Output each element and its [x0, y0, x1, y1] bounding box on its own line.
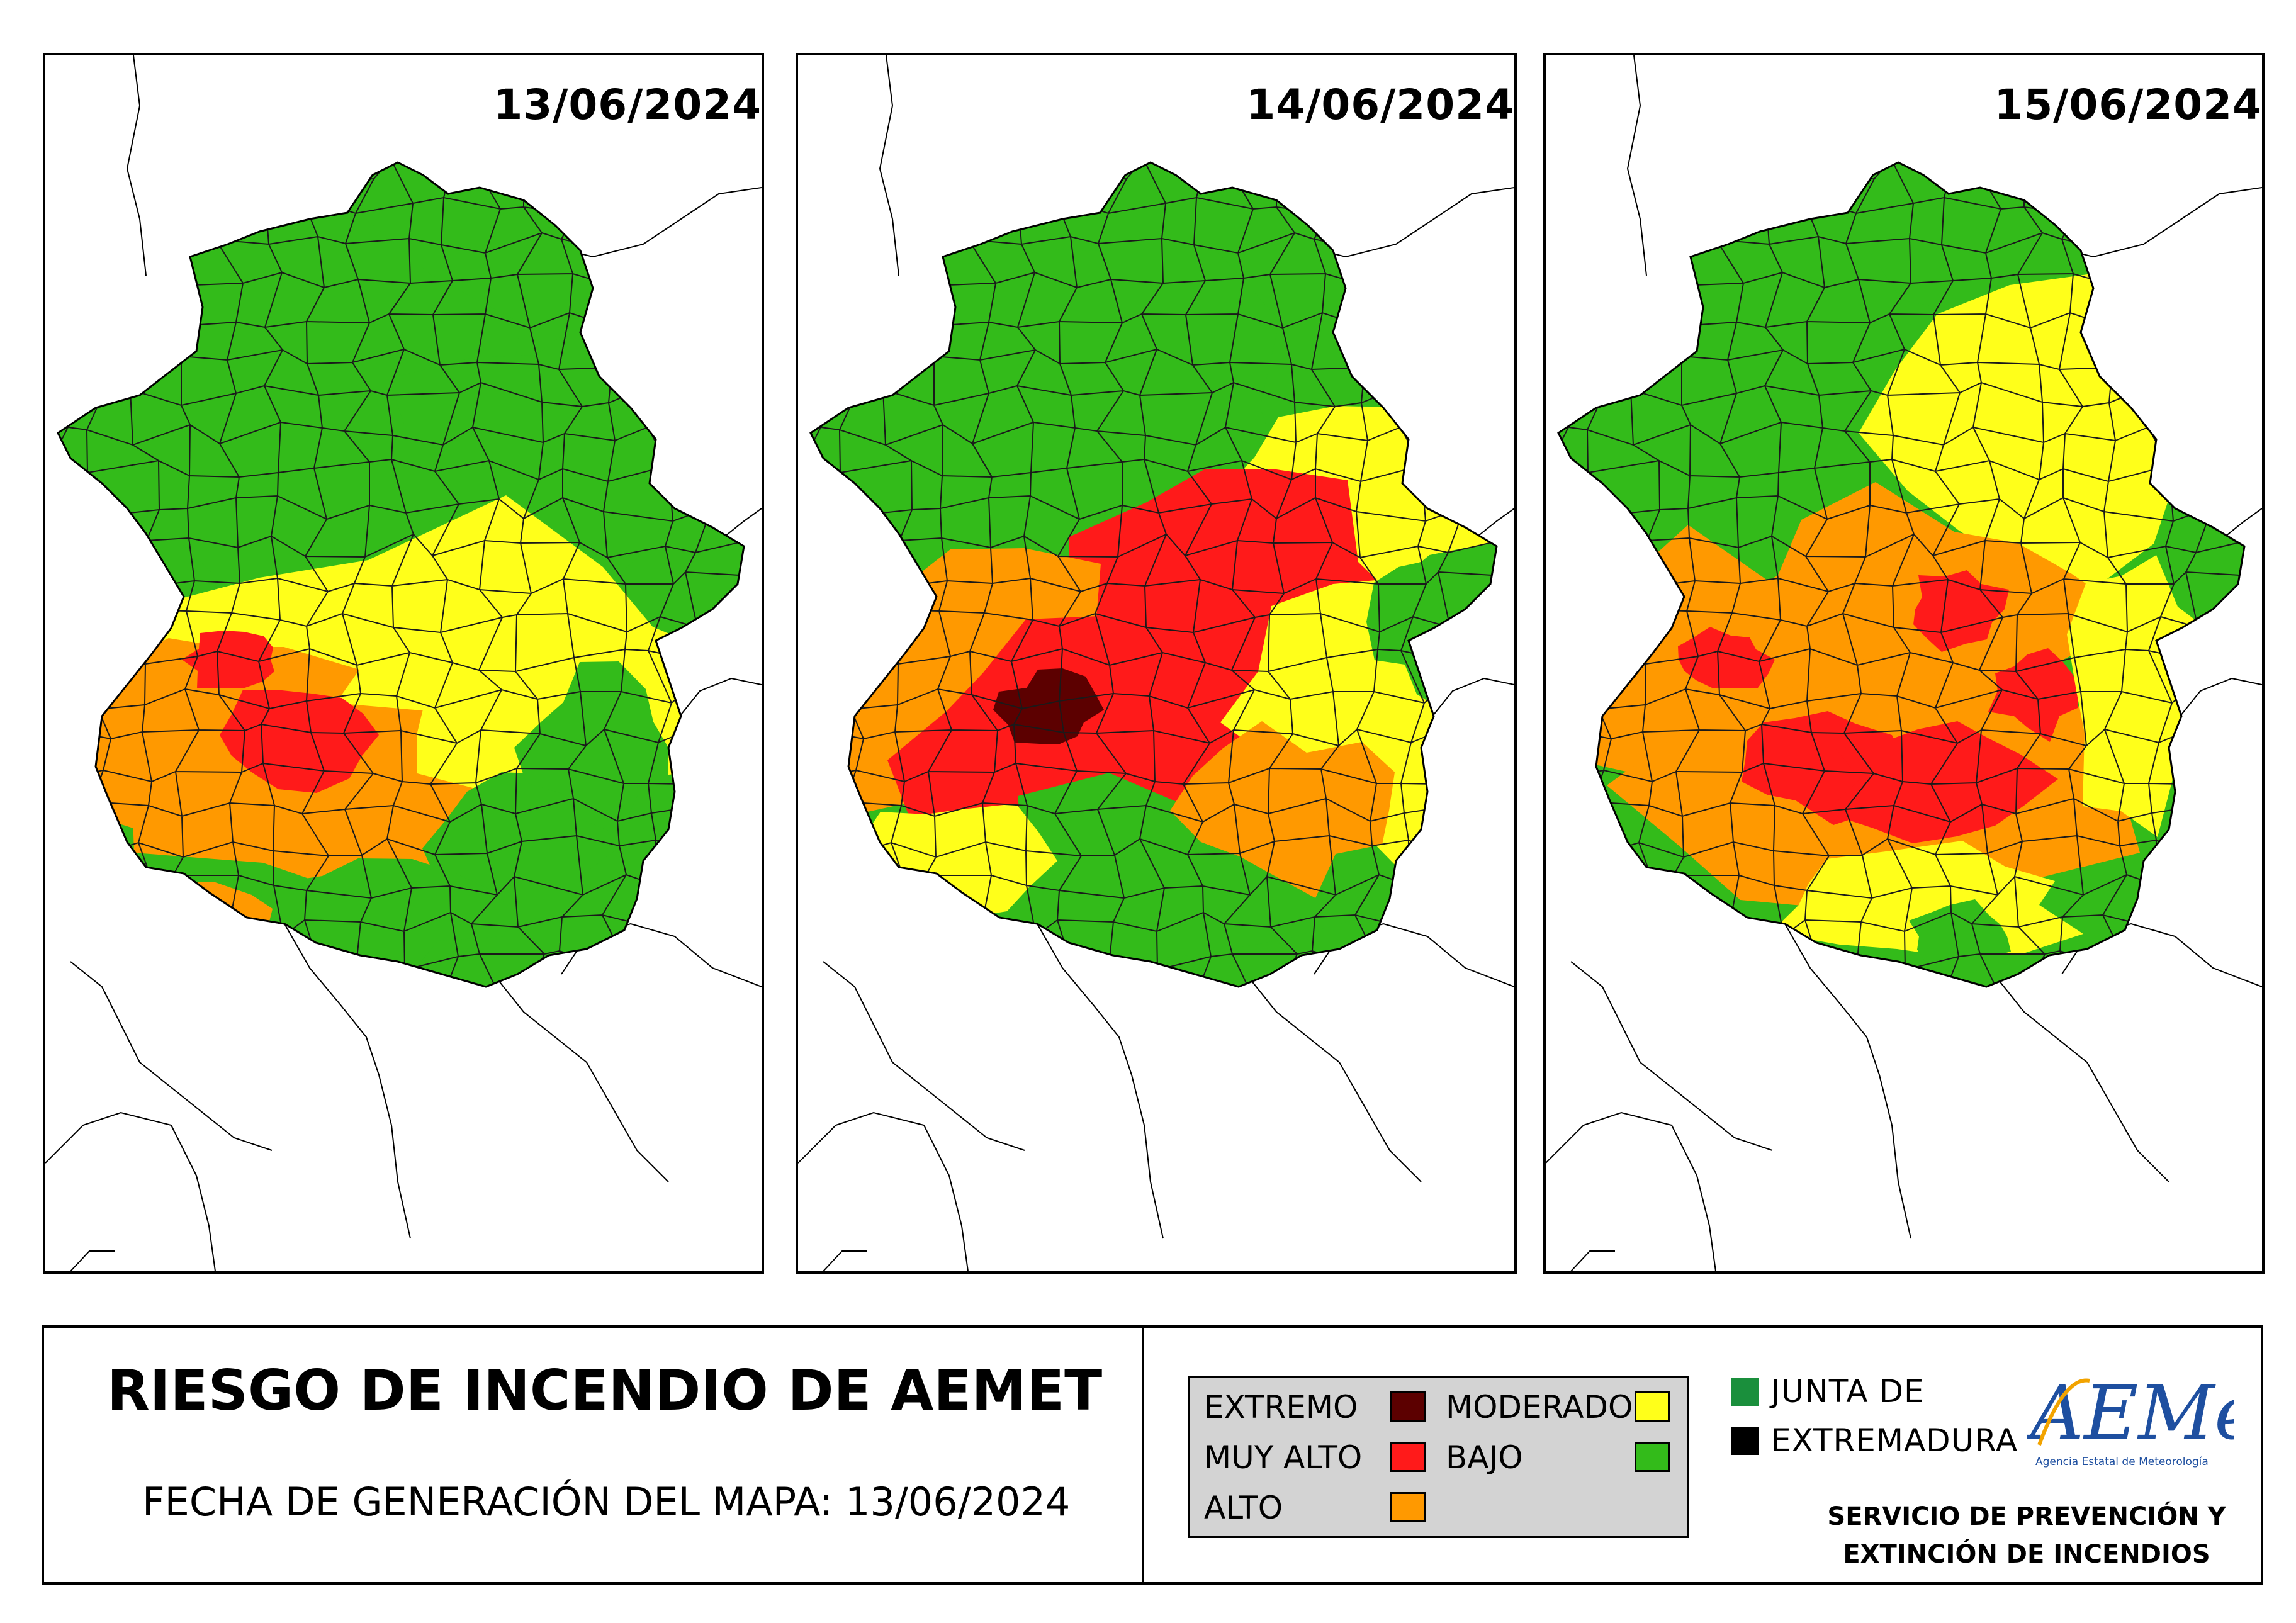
legend-swatch-alto	[1390, 1492, 1426, 1522]
neighbour-border	[70, 961, 273, 1151]
neighbour-border	[1626, 55, 1647, 276]
region-outline	[57, 161, 745, 988]
neighbour-border	[823, 1250, 867, 1271]
aemet-logo: AEMet Agencia Estatal de Meteorología	[2027, 1369, 2234, 1468]
neighbour-border	[1251, 980, 1422, 1182]
risk-zone-moderado	[1770, 841, 2083, 957]
map-date: 15/06/2024	[1994, 81, 2262, 129]
junta-green-square-icon	[1731, 1378, 1759, 1406]
map-panel-2: 14/06/2024	[796, 53, 1517, 1274]
risk-zone-muy-alto	[220, 690, 379, 793]
page-title: RIESGO DE INCENDIO DE AEMET	[107, 1358, 1103, 1423]
servicio-text: SERVICIO DE PREVENCIÓN Y EXTINCIÓN DE IN…	[1743, 1498, 2296, 1573]
region-outline	[1557, 161, 2246, 988]
legend-label-muy-alto: MUY ALTO	[1204, 1439, 1363, 1476]
neighbour-border	[284, 923, 411, 1239]
legend-label-extremo: EXTREMO	[1204, 1389, 1358, 1425]
municipality-boundaries	[1558, 162, 2244, 987]
servicio-line-2: EXTINCIÓN DE INCENDIOS	[1843, 1540, 2210, 1569]
risk-region-layer	[811, 162, 1497, 987]
neighbour-border	[70, 1250, 115, 1271]
neighbour-border	[798, 1111, 969, 1271]
neighbour-border	[1427, 677, 1514, 723]
risk-region-layer	[1558, 162, 2244, 987]
neighbour-border	[1570, 961, 1773, 1151]
risk-map	[45, 55, 762, 1271]
risk-zone-bajo	[514, 661, 668, 835]
neighbour-border	[1570, 1250, 1615, 1271]
aemet-logo-subtitle: Agencia Estatal de Meteorología	[2035, 1456, 2209, 1468]
servicio-line-1: SERVICIO DE PREVENCIÓN Y	[1827, 1502, 2226, 1531]
legend-swatch-muy-alto	[1390, 1442, 1426, 1472]
region-outline	[809, 161, 1498, 988]
risk-region-layer	[58, 162, 744, 987]
aemet-logo-text: AEMet	[2027, 1369, 2234, 1456]
footer-divider	[1142, 1328, 1144, 1582]
municipality-boundaries	[811, 162, 1497, 987]
risk-map	[798, 55, 1514, 1271]
junta-line-1: JUNTA DE	[1771, 1373, 1925, 1410]
neighbour-border	[498, 980, 669, 1182]
risk-zone-muy-alto	[1678, 627, 1775, 688]
map-date: 14/06/2024	[1246, 81, 1514, 129]
municipality-boundaries	[58, 162, 744, 987]
generation-date: FECHA DE GENERACIÓN DEL MAPA: 13/06/2024	[142, 1479, 1071, 1525]
legend-label-bajo: BAJO	[1446, 1439, 1523, 1476]
neighbour-border	[2175, 677, 2262, 723]
map-panel-3: 15/06/2024	[1543, 53, 2265, 1274]
neighbour-border	[1037, 923, 1164, 1239]
footer-box: RIESGO DE INCENDIO DE AEMET FECHA DE GEN…	[42, 1325, 2263, 1585]
legend-label-moderado: MODERADO	[1446, 1389, 1633, 1425]
neighbour-border	[1998, 980, 2169, 1182]
neighbour-border	[1784, 923, 1911, 1239]
risk-map	[1546, 55, 2262, 1271]
legend-label-alto: ALTO	[1204, 1490, 1283, 1526]
neighbour-border	[126, 55, 147, 276]
neighbour-border	[823, 961, 1025, 1151]
neighbour-border	[879, 55, 899, 276]
legend-swatch-bajo	[1635, 1442, 1670, 1472]
risk-zone-muy-alto	[182, 631, 274, 688]
neighbour-border	[1546, 1111, 1716, 1271]
neighbour-border	[674, 677, 762, 723]
junta-line-2: EXTREMADURA	[1771, 1422, 2018, 1459]
neighbour-border	[45, 1111, 216, 1271]
legend-swatch-moderado	[1635, 1391, 1670, 1422]
map-date: 13/06/2024	[493, 81, 762, 129]
risk-zone-muy-alto	[1825, 721, 2058, 843]
legend: EXTREMO MODERADO MUY ALTO BAJO ALTO	[1188, 1376, 1689, 1538]
map-panel-1: 13/06/2024	[43, 53, 764, 1274]
legend-swatch-extremo	[1390, 1391, 1426, 1422]
junta-black-square-icon	[1731, 1427, 1759, 1455]
